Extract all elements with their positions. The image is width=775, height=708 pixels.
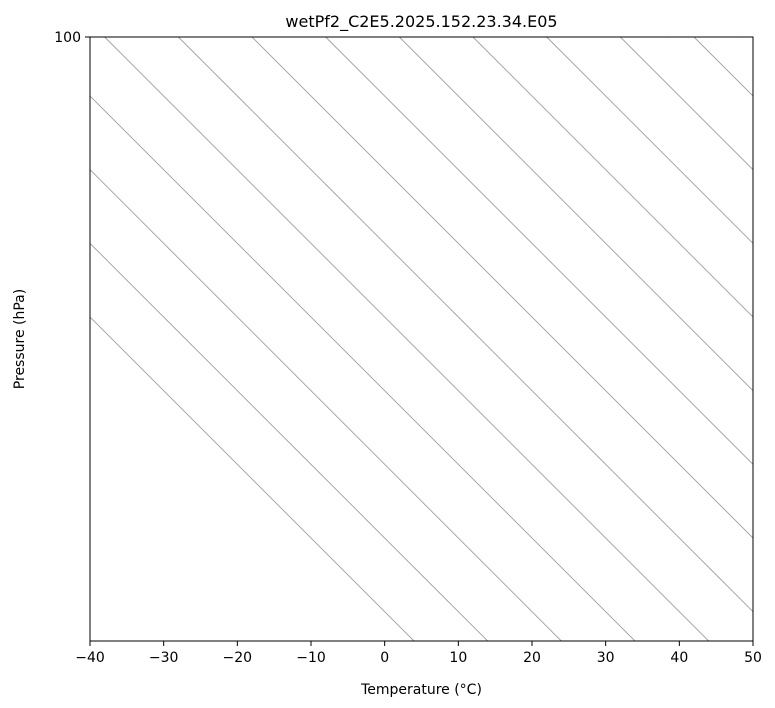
background-reference-lines xyxy=(90,37,775,641)
isotherm-line xyxy=(104,37,709,641)
isotherm-line xyxy=(90,242,488,641)
y-tick-label: 100 xyxy=(54,30,81,46)
dry-adiabat-line xyxy=(552,37,555,38)
profile-series xyxy=(668,37,741,38)
x-tick-label: 40 xyxy=(670,650,688,666)
dry-adiabat-line xyxy=(591,37,593,38)
y-axis-title: Pressure (hPa) xyxy=(12,289,28,389)
x-axis-title: Temperature (°C) xyxy=(360,682,482,698)
isotherm-line xyxy=(546,37,753,244)
dewpoint-profile-line xyxy=(668,37,671,38)
x-tick-label: 30 xyxy=(597,650,615,666)
isotherm-line xyxy=(472,37,753,318)
isotherm-line xyxy=(399,37,753,392)
axes: −40−30−20−100102030405010020030040050060… xyxy=(54,30,762,666)
dry-adiabat-line xyxy=(705,37,708,38)
isotherm-line xyxy=(768,37,775,641)
x-tick-label: −40 xyxy=(75,650,105,666)
x-tick-label: −30 xyxy=(149,650,179,666)
isotherm-line xyxy=(90,95,636,641)
dry-adiabat-line xyxy=(743,37,746,38)
x-tick-label: −20 xyxy=(223,650,253,666)
isotherm-line xyxy=(251,37,753,539)
dry-adiabat-line xyxy=(629,37,631,38)
dry-adiabat-line xyxy=(667,37,669,38)
x-tick-label: 50 xyxy=(744,650,762,666)
chart-title: wetPf2_C2E5.2025.152.23.34.E05 xyxy=(285,12,557,32)
isotherm-line xyxy=(90,316,415,641)
x-tick-label: 0 xyxy=(380,650,389,666)
isotherm-line xyxy=(325,37,753,465)
isotherm-line xyxy=(693,37,753,97)
x-tick-label: −10 xyxy=(296,650,326,666)
temperature-profile-line xyxy=(738,37,741,38)
isotherm-line xyxy=(178,37,753,613)
x-tick-label: 10 xyxy=(449,650,467,666)
isotherm-line xyxy=(620,37,753,171)
isotherm-line xyxy=(90,169,562,641)
x-tick-label: 20 xyxy=(523,650,541,666)
plot-frame xyxy=(89,36,754,642)
